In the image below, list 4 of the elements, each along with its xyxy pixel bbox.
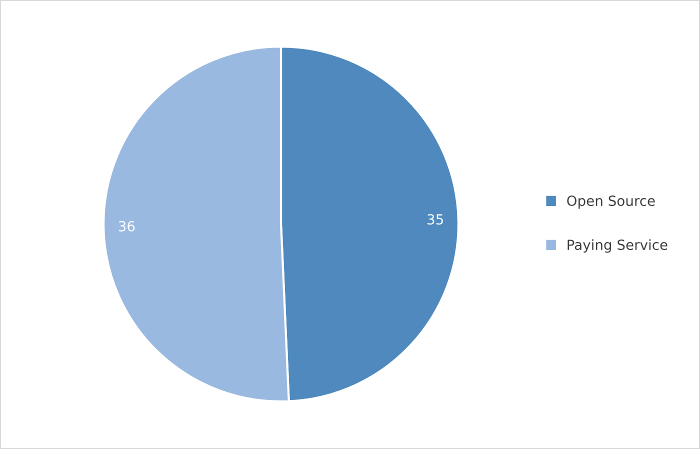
data-label: 36	[118, 220, 135, 232]
data-label: 35	[428, 214, 443, 225]
legend-label: Paying Service	[568, 239, 668, 253]
legend-label: Open Source	[567, 196, 655, 209]
